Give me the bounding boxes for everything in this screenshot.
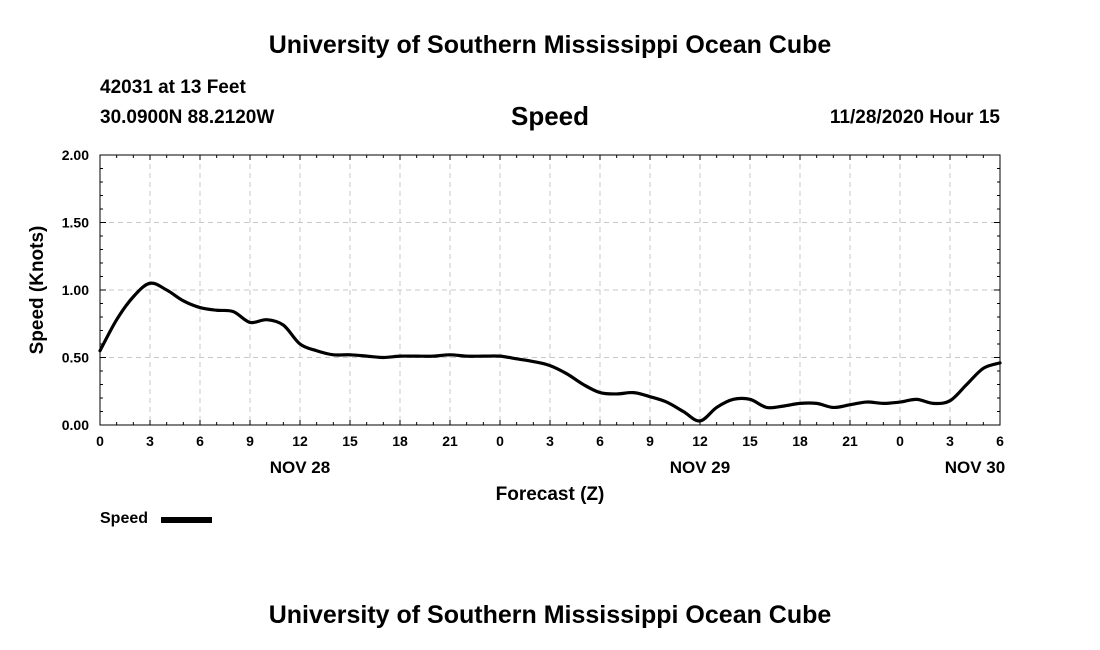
x-tick-label: 3	[946, 433, 954, 449]
x-tick-label: 6	[996, 433, 1004, 449]
variable-title: Speed	[510, 101, 590, 131]
x-tick-label: 3	[146, 433, 154, 449]
x-tick-label: 6	[196, 433, 204, 449]
y-tick-label: 0.00	[62, 417, 89, 433]
y-tick-label: 1.50	[62, 215, 89, 231]
legend-swatch	[161, 517, 212, 523]
bottom-title: University of Southern Mississippi Ocean…	[268, 601, 832, 629]
x-tick-label: 12	[692, 433, 708, 449]
x-tick-label: 6	[596, 433, 604, 449]
date-label: NOV 28	[270, 458, 330, 477]
x-tick-label: 3	[546, 433, 554, 449]
x-tick-label: 21	[442, 433, 458, 449]
series-line-speed	[98, 281, 1002, 423]
top-title: University of Southern Mississippi Ocean…	[268, 31, 832, 59]
date-label: NOV 29	[670, 458, 730, 477]
datetime-label: 11/28/2020 Hour 15	[829, 107, 1000, 128]
x-axis-label: Forecast (Z)	[496, 484, 605, 505]
x-tick-label: 15	[342, 433, 358, 449]
x-tick-label: 0	[896, 433, 904, 449]
legend-label: Speed	[100, 510, 149, 527]
coordinates-label: 30.0900N 88.2120W	[100, 107, 275, 128]
x-tick-label: 0	[496, 433, 504, 449]
x-tick-label: 15	[742, 433, 758, 449]
y-tick-label: 0.50	[62, 350, 89, 366]
x-tick-label: 12	[292, 433, 308, 449]
y-axis-label: Speed (Knots)	[27, 226, 48, 355]
x-tick-label: 9	[646, 433, 654, 449]
x-tick-label: 21	[842, 433, 858, 449]
x-tick-label: 18	[392, 433, 408, 449]
x-tick-label: 18	[792, 433, 808, 449]
x-tick-label: 9	[246, 433, 254, 449]
y-tick-label: 1.00	[62, 282, 89, 298]
date-label: NOV 30	[945, 458, 1005, 477]
x-tick-label: 0	[96, 433, 104, 449]
y-tick-label: 2.00	[62, 147, 89, 163]
station-label: 42031 at 13 Feet	[100, 77, 246, 98]
